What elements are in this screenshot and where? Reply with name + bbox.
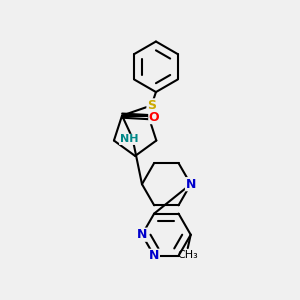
Text: S: S [147, 99, 156, 112]
Text: N: N [149, 249, 159, 262]
Text: NH: NH [120, 134, 138, 144]
Text: N: N [185, 178, 196, 191]
Text: CH₃: CH₃ [177, 250, 198, 260]
Text: O: O [149, 111, 159, 124]
Text: N: N [137, 228, 147, 241]
